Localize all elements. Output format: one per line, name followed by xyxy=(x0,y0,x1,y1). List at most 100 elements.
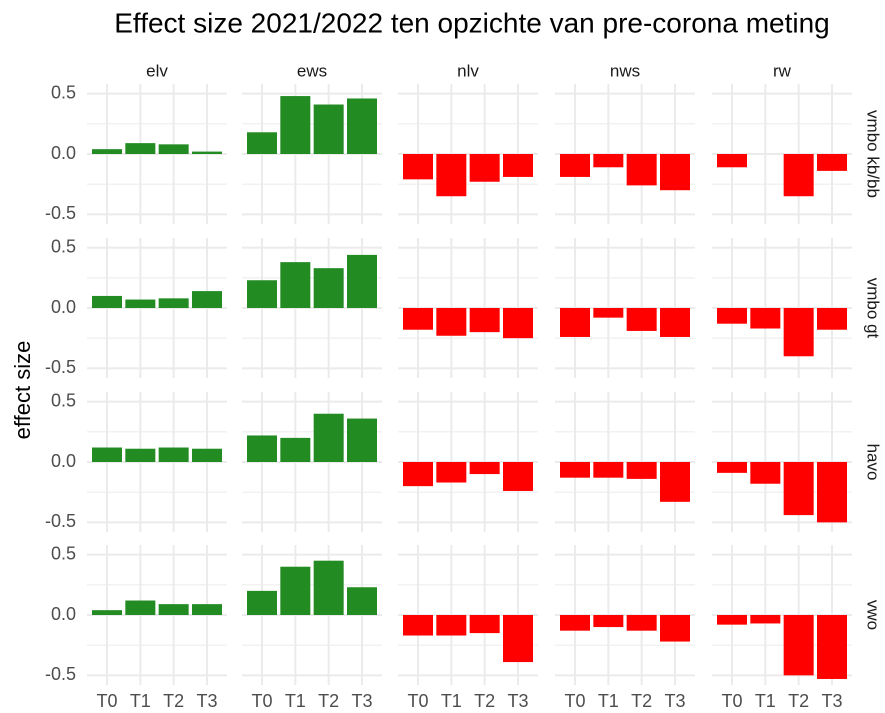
bar xyxy=(158,298,189,308)
bar xyxy=(125,600,156,615)
x-tick-label: T0 xyxy=(721,691,742,711)
bar xyxy=(347,254,377,308)
y-tick-label: 0.5 xyxy=(51,82,76,102)
x-tick-label: T3 xyxy=(507,691,528,711)
x-tick-label: T1 xyxy=(285,691,306,711)
y-tick-label: 0.0 xyxy=(51,451,76,471)
bar xyxy=(247,280,277,308)
bar xyxy=(280,437,311,462)
bar xyxy=(192,291,222,308)
bar xyxy=(750,308,781,329)
bar xyxy=(593,615,624,628)
x-tick-label: T2 xyxy=(631,691,652,711)
bar xyxy=(503,308,533,339)
bar xyxy=(717,308,747,324)
bar xyxy=(469,462,500,475)
bar xyxy=(403,615,433,636)
bar xyxy=(92,447,122,462)
bar xyxy=(626,308,657,331)
bar xyxy=(626,462,657,479)
bar xyxy=(192,604,222,615)
bar xyxy=(717,615,747,625)
x-tick-label: T0 xyxy=(96,691,117,711)
bar xyxy=(560,154,590,177)
x-tick-label: T3 xyxy=(196,691,217,711)
x-tick-label: T3 xyxy=(664,691,685,711)
x-tick-label: T3 xyxy=(821,691,842,711)
bar xyxy=(247,590,277,615)
bar xyxy=(313,560,344,615)
bar xyxy=(92,610,122,615)
bar xyxy=(436,154,467,197)
x-tick-label: T1 xyxy=(598,691,619,711)
bar xyxy=(403,462,433,487)
bar xyxy=(817,615,847,679)
x-tick-label: T0 xyxy=(251,691,272,711)
bar xyxy=(125,299,156,308)
column-strip-label: nws xyxy=(610,61,640,80)
bar xyxy=(436,462,467,483)
bar xyxy=(560,615,590,631)
y-tick-label: 0.5 xyxy=(51,236,76,256)
row-strip-label: havo xyxy=(864,444,883,481)
x-tick-label: T1 xyxy=(441,691,462,711)
bar xyxy=(817,308,847,330)
bar xyxy=(783,308,814,357)
bar xyxy=(593,462,624,478)
bar xyxy=(347,98,377,154)
column-strip-label: elv xyxy=(146,61,168,80)
y-axis-label: effect size xyxy=(10,341,35,440)
column-strip-label: ews xyxy=(297,61,327,80)
bar xyxy=(436,308,467,336)
bar xyxy=(125,143,156,154)
x-tick-label: T1 xyxy=(755,691,776,711)
bar xyxy=(247,435,277,462)
bar xyxy=(626,154,657,186)
y-tick-label: 0.5 xyxy=(51,543,76,563)
y-tick-label: -0.5 xyxy=(45,203,76,223)
bar xyxy=(92,149,122,154)
bar xyxy=(247,132,277,154)
bar xyxy=(313,268,344,308)
bar xyxy=(717,154,747,168)
bar xyxy=(593,308,624,318)
bar xyxy=(469,615,500,634)
bar xyxy=(280,96,311,154)
bar xyxy=(192,151,222,154)
bar xyxy=(503,462,533,491)
bar xyxy=(783,615,814,676)
chart-title: Effect size 2021/2022 ten opzichte van p… xyxy=(114,7,830,38)
bar xyxy=(158,144,189,154)
bar xyxy=(347,587,377,615)
x-tick-label: T0 xyxy=(407,691,428,711)
bar xyxy=(313,104,344,154)
row-strip-label: vmbo gt xyxy=(864,278,883,339)
bar xyxy=(469,308,500,333)
bar xyxy=(560,462,590,478)
bar xyxy=(750,615,781,624)
bar xyxy=(817,462,847,523)
bar xyxy=(192,448,222,462)
x-tick-label: T2 xyxy=(163,691,184,711)
bar xyxy=(403,308,433,330)
y-tick-label: -0.5 xyxy=(45,664,76,684)
row-strip-label: vmbo kb/bb xyxy=(864,110,883,198)
x-tick-label: T3 xyxy=(351,691,372,711)
x-tick-label: T2 xyxy=(318,691,339,711)
x-tick-label: T2 xyxy=(788,691,809,711)
bar xyxy=(158,447,189,462)
x-tick-label: T0 xyxy=(564,691,585,711)
bar xyxy=(125,448,156,462)
bar xyxy=(503,154,533,177)
bar xyxy=(436,615,467,636)
bar xyxy=(660,308,690,337)
bar xyxy=(717,462,747,473)
bar xyxy=(158,604,189,615)
bar xyxy=(660,615,690,642)
column-strip-label: rw xyxy=(773,61,792,80)
y-tick-label: 0.0 xyxy=(51,297,76,317)
bar xyxy=(469,154,500,182)
bar xyxy=(626,615,657,631)
bar xyxy=(593,154,624,168)
x-tick-label: T2 xyxy=(474,691,495,711)
